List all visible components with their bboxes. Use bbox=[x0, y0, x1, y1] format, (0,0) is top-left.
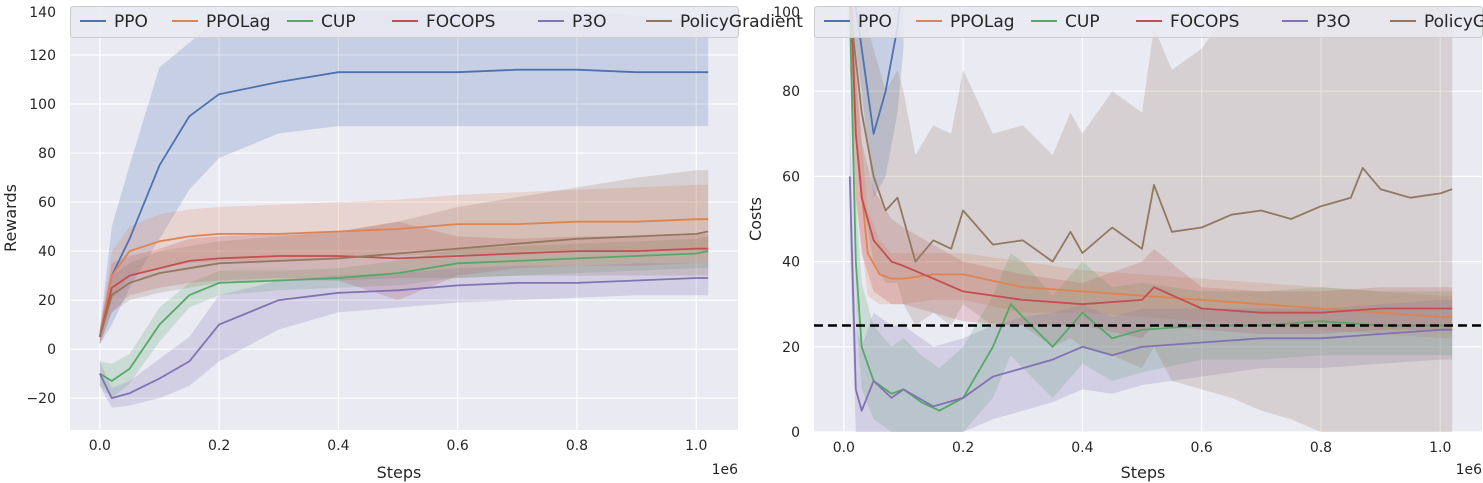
series-line-p3o bbox=[98, 277, 709, 400]
legend-label-p3o: P3O bbox=[1316, 12, 1350, 32]
x-tick-label: 1.0 bbox=[1429, 440, 1451, 456]
legend-label-p3o: P3O bbox=[572, 12, 606, 32]
series-line-policygradient bbox=[848, 6, 1453, 263]
y-axis-label: Costs bbox=[746, 197, 765, 241]
legend-label-policygradient: PolicyGradient bbox=[1424, 12, 1483, 32]
legend-label-focops: FOCOPS bbox=[1170, 12, 1239, 32]
band-p3o bbox=[849, 112, 1453, 432]
x-tick-label: 0.8 bbox=[1310, 440, 1332, 456]
series-line-focops bbox=[850, 6, 1453, 314]
series-line-cup bbox=[848, 6, 1453, 412]
series-line-p3o bbox=[848, 176, 1453, 412]
y-tick-label: 0 bbox=[791, 425, 800, 441]
y-tick-label: 80 bbox=[782, 84, 800, 100]
x-tick-label: 0.8 bbox=[566, 438, 588, 454]
series-line-policygradient bbox=[98, 230, 709, 338]
band-cup bbox=[99, 236, 709, 399]
x-axis-label: Steps bbox=[1121, 463, 1166, 482]
y-tick-label: 0 bbox=[47, 342, 56, 358]
legend-label-ppo: PPO bbox=[858, 12, 892, 32]
series-line-ppolag bbox=[850, 6, 1453, 318]
series-line-focops bbox=[98, 247, 709, 338]
legend-label-cup: CUP bbox=[1065, 12, 1100, 32]
x-tick-label: 0.2 bbox=[208, 438, 230, 454]
band-policygradient bbox=[99, 170, 709, 345]
legend-label-policygradient: PolicyGradient bbox=[680, 12, 803, 32]
x-offset-text: 1e6 bbox=[712, 462, 739, 478]
x-tick-label: 0.0 bbox=[833, 440, 855, 456]
y-tick-label: 20 bbox=[782, 340, 800, 356]
rewards-chart: 0.0 0.2 0.4 0.6 0.8 1.0 −20 0 20 40 60 80 100 120 140 S… bbox=[1, 5, 803, 482]
y-tick-label: 100 bbox=[29, 97, 56, 113]
legend: PPO PPOLag CUP FOCOPS P3O PolicyGradient bbox=[814, 6, 1483, 38]
series-line-ppo bbox=[98, 68, 709, 338]
legend-label-focops: FOCOPS bbox=[426, 12, 495, 32]
x-tick-label: 0.6 bbox=[1191, 440, 1213, 456]
legend-label-cup: CUP bbox=[321, 12, 356, 32]
band-p3o bbox=[99, 263, 709, 408]
band-focops bbox=[849, 6, 1453, 339]
y-tick-label: 40 bbox=[782, 255, 800, 271]
band-ppolag bbox=[849, 6, 1453, 339]
costs-chart: 0.0 0.2 0.4 0.6 0.8 1.0 0 20 40 60 80 100 Steps Costs… bbox=[746, 5, 1483, 482]
x-tick-label: 0.0 bbox=[89, 438, 111, 454]
band-ppolag bbox=[99, 184, 709, 345]
band-ppo bbox=[99, 10, 709, 345]
y-tick-label: 100 bbox=[773, 5, 800, 21]
x-tick-label: 0.4 bbox=[1071, 440, 1093, 456]
y-tick-label: 120 bbox=[29, 48, 56, 64]
x-offset-text: 1e6 bbox=[1456, 462, 1483, 478]
series-line-cup bbox=[99, 250, 709, 382]
x-tick-label: 0.6 bbox=[447, 438, 469, 454]
x-tick-label: 0.2 bbox=[952, 440, 974, 456]
x-tick-label: 1.0 bbox=[685, 438, 707, 454]
y-tick-label: 60 bbox=[38, 195, 56, 211]
y-tick-label: 20 bbox=[38, 293, 56, 309]
x-axis-label: Steps bbox=[377, 463, 422, 482]
y-axis-label: Rewards bbox=[1, 184, 20, 252]
series-line-ppolag bbox=[98, 218, 709, 338]
legend-label-ppo: PPO bbox=[114, 12, 148, 32]
y-tick-label: 40 bbox=[38, 244, 56, 260]
legend-label-ppolag: PPOLag bbox=[950, 12, 1015, 32]
y-tick-label: −20 bbox=[26, 391, 56, 407]
y-tick-label: 60 bbox=[782, 169, 800, 185]
legend: PPO PPOLag CUP FOCOPS P3O PolicyGradient bbox=[70, 6, 803, 38]
y-tick-label: 140 bbox=[29, 5, 56, 21]
legend-label-ppolag: PPOLag bbox=[206, 12, 271, 32]
plot-area bbox=[70, 6, 738, 430]
x-tick-label: 0.4 bbox=[327, 438, 349, 454]
y-tick-label: 80 bbox=[38, 146, 56, 162]
